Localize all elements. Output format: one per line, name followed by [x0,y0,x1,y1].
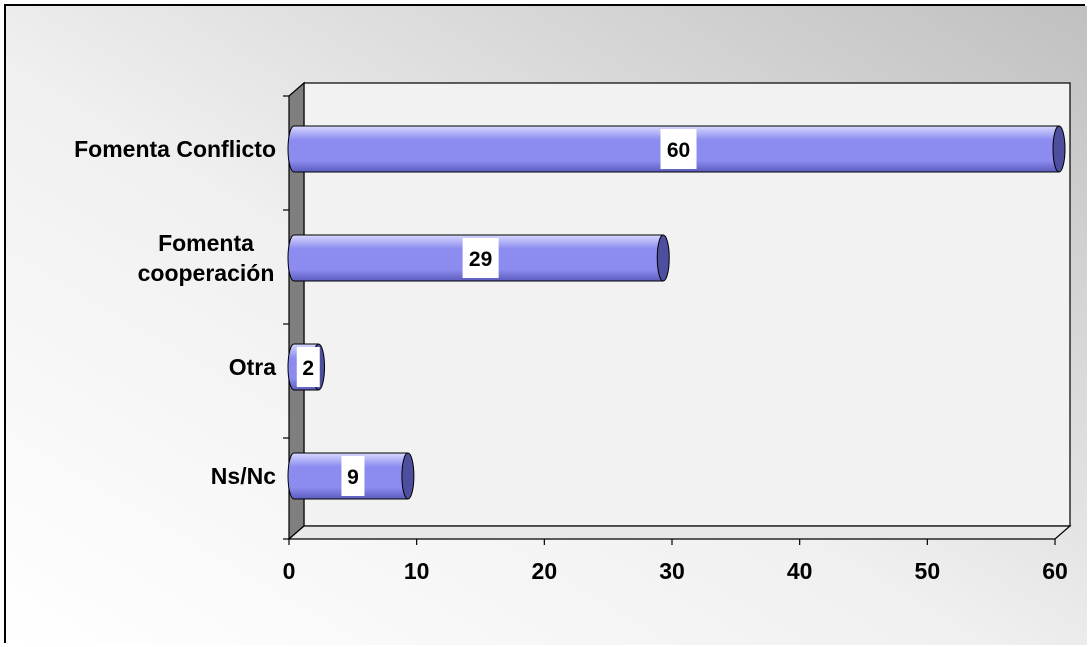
bar-end-cap [401,452,415,500]
data-label: 29 [469,248,492,271]
category-label: Fomenta [158,230,254,256]
x-tick-label: 30 [659,558,685,584]
category-label: Otra [229,354,277,380]
category-label: Fomenta Conflicto [74,136,276,162]
bar-2: 29 [287,234,670,282]
axes [283,95,1056,545]
bar-end-cap [1052,125,1066,173]
x-tick-label: 50 [915,558,941,584]
x-tick-label: 20 [532,558,558,584]
bar-end-cap [656,234,670,282]
category-label: Ns/Nc [211,463,276,489]
category-label: cooperación [138,260,275,286]
x-tick-label: 0 [283,558,296,584]
data-label-background [296,347,320,387]
labels: 0 10 20 30 40 50 60 Fomenta Conflicto Fomenta coo… [74,136,1068,584]
x-tick-label: 10 [404,558,430,584]
x-tick-label: 40 [787,558,813,584]
data-label: 2 [302,357,314,380]
bar-1: 60 [287,125,1066,173]
chart-frame: 60 29 2 9 0 10 20 30 40 50 60 Fomenta Conflicto Fom… [4,4,1087,645]
data-label-background [660,129,697,169]
data-label-background [462,238,499,278]
x-tick-label: 60 [1042,558,1068,584]
data-label-background [341,456,365,496]
data-label: 9 [347,466,359,489]
bar-3: 2 [287,343,326,391]
data-label: 60 [667,139,690,162]
bar-4: 9 [287,452,415,500]
plot-floor [287,525,1072,540]
